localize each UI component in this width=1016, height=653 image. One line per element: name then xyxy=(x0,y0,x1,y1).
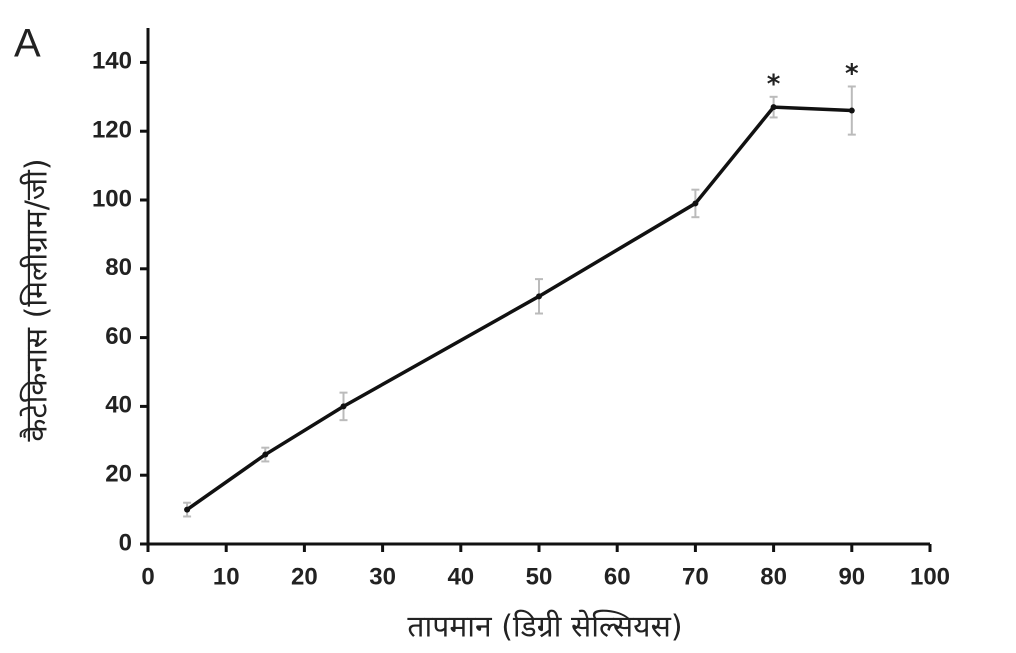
y-tick-label: 20 xyxy=(105,461,132,488)
x-tick-label: 10 xyxy=(213,563,240,590)
y-tick-label: 40 xyxy=(105,392,132,419)
data-point xyxy=(184,506,191,513)
x-axis-title: तापमान (डिग्री सेल्सियस) xyxy=(407,610,682,645)
x-tick-label: 50 xyxy=(526,563,553,590)
y-tick-label: 80 xyxy=(105,254,132,281)
x-tick-label: 60 xyxy=(604,563,631,590)
data-point xyxy=(848,107,855,114)
x-tick-label: 0 xyxy=(141,563,154,590)
data-line xyxy=(186,105,852,512)
y-axis-title: कैटेकिनास (मिलीग्राम/जी) xyxy=(20,158,55,441)
x-tick-label: 40 xyxy=(447,563,474,590)
x-tick-label: 100 xyxy=(910,563,950,590)
x-tick-label: 70 xyxy=(682,563,709,590)
significance-marker: * xyxy=(845,59,859,89)
x-tick-label: 90 xyxy=(838,563,865,590)
significance-marker: * xyxy=(767,69,781,99)
data-point xyxy=(340,403,347,410)
y-tick-label: 120 xyxy=(92,117,132,144)
panel-label: A xyxy=(14,22,41,66)
y-tick-label: 140 xyxy=(92,48,132,75)
data-point xyxy=(692,200,699,207)
data-point xyxy=(770,104,777,111)
y-tick-label: 100 xyxy=(92,185,132,212)
y-tick-label: 0 xyxy=(119,529,132,556)
x-tick-label: 80 xyxy=(760,563,787,590)
x-tick-label: 30 xyxy=(369,563,396,590)
x-tick-label: 20 xyxy=(291,563,318,590)
data-point xyxy=(536,293,542,300)
y-tick-label: 60 xyxy=(105,323,132,350)
data-point xyxy=(262,451,269,458)
